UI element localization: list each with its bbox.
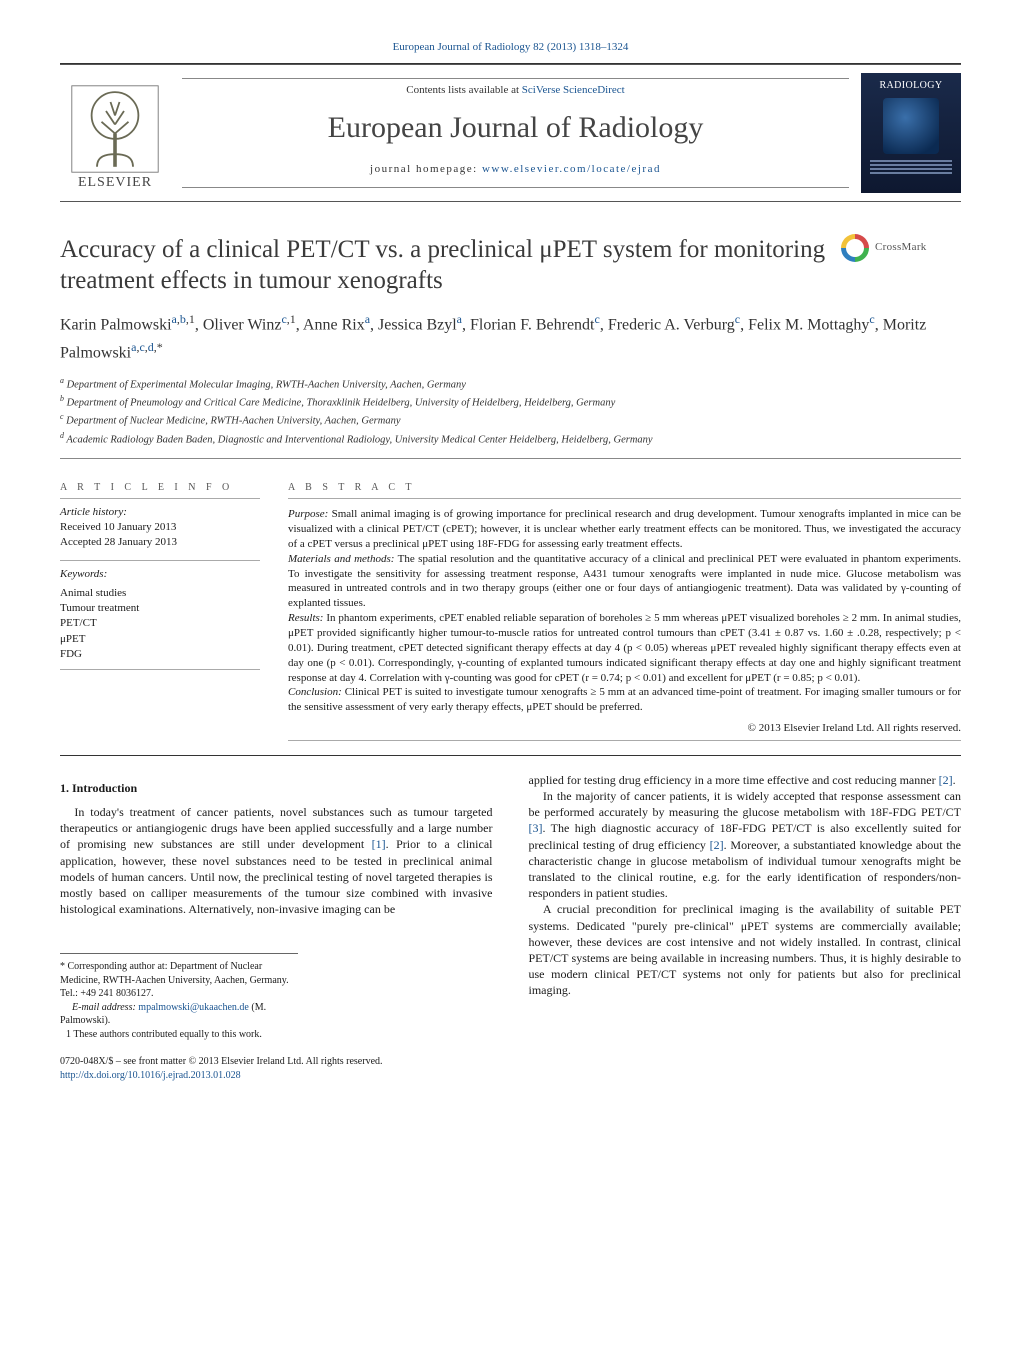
article-info-heading: A R T I C L E I N F O	[60, 475, 260, 499]
affiliation-sup-link[interactable]: a	[131, 340, 136, 354]
elsevier-logo: ELSEVIER	[60, 73, 170, 193]
rule	[60, 498, 260, 499]
affiliation-line: d Academic Radiology Baden Baden, Diagno…	[60, 430, 961, 448]
right-column: applied for testing drug efficiency in a…	[529, 772, 962, 1083]
section-heading-introduction: 1. Introduction	[60, 780, 493, 796]
conclusion-text: Clinical PET is suited to investigate tu…	[288, 686, 961, 713]
rule	[182, 78, 849, 79]
affiliation-sup-link[interactable]: c	[139, 340, 144, 354]
keywords-list: Animal studiesTumour treatmentPET/CTμPET…	[60, 586, 260, 663]
text-run: In the majority of cancer patients, it i…	[529, 789, 962, 819]
purpose-text: Small animal imaging is of growing impor…	[288, 508, 961, 550]
rule	[60, 458, 961, 459]
sciencedirect-link[interactable]: SciVerse ScienceDirect	[522, 84, 625, 96]
citation-link[interactable]: [1]	[372, 837, 386, 851]
affiliation-line: c Department of Nuclear Medicine, RWTH-A…	[60, 411, 961, 429]
affiliation-sup-link[interactable]: a	[365, 312, 370, 326]
abstract-body: Purpose: Small animal imaging is of grow…	[288, 507, 961, 715]
intro-paragraph: A crucial precondition for preclinical i…	[529, 901, 962, 998]
keywords-label: Keywords:	[60, 567, 260, 582]
header-center: Contents lists available at SciVerse Sci…	[170, 78, 861, 188]
affiliation-sup-link[interactable]: c	[594, 312, 599, 326]
affiliation-sup-link[interactable]: c	[869, 312, 874, 326]
front-matter: 0720-048X/$ – see front matter © 2013 El…	[60, 1055, 493, 1082]
affiliations: a Department of Experimental Molecular I…	[60, 375, 961, 448]
rule	[182, 187, 849, 188]
results-text: In phantom experiments, cPET enabled rel…	[288, 612, 961, 683]
homepage-link[interactable]: www.elsevier.com/locate/ejrad	[482, 163, 661, 175]
abstract-column: A B S T R A C T Purpose: Small animal im…	[288, 475, 961, 741]
journal-name: European Journal of Radiology	[182, 108, 849, 149]
history-label: Article history:	[60, 505, 260, 520]
accepted-date: Accepted 28 January 2013	[60, 535, 260, 550]
body-two-column: 1. Introduction In today's treatment of …	[60, 772, 961, 1083]
issn-line: 0720-048X/$ – see front matter © 2013 El…	[60, 1055, 493, 1069]
email-label: E-mail address:	[72, 1002, 138, 1013]
intro-paragraph: In today's treatment of cancer patients,…	[60, 804, 493, 917]
publisher-name: ELSEVIER	[78, 174, 152, 193]
homepage-label: journal homepage:	[370, 163, 482, 175]
elsevier-tree-icon	[70, 84, 160, 174]
rule	[60, 669, 260, 670]
keyword-item: PET/CT	[60, 616, 260, 631]
journal-header: ELSEVIER Contents lists available at Sci…	[60, 64, 961, 202]
left-column: 1. Introduction In today's treatment of …	[60, 772, 493, 1083]
results-label: Results:	[288, 612, 323, 624]
received-date: Received 10 January 2013	[60, 520, 260, 535]
affiliation-sup-link[interactable]: b	[180, 312, 186, 326]
rule	[288, 740, 961, 741]
abstract-heading: A B S T R A C T	[288, 475, 961, 499]
conclusion-label: Conclusion:	[288, 686, 342, 698]
affiliation-sup-link[interactable]: c	[281, 312, 286, 326]
affiliation-line: b Department of Pneumology and Critical …	[60, 393, 961, 411]
affiliation-sup-link[interactable]: d	[148, 340, 154, 354]
email-line: E-mail address: mpalmowski@ukaachen.de (…	[60, 1001, 298, 1028]
copyright-line: © 2013 Elsevier Ireland Ltd. All rights …	[288, 721, 961, 736]
keyword-item: FDG	[60, 647, 260, 662]
citation-header[interactable]: European Journal of Radiology 82 (2013) …	[60, 40, 961, 55]
citation-link[interactable]: [2]	[710, 838, 724, 852]
affiliation-sup-link[interactable]: c	[735, 312, 740, 326]
contents-prefix: Contents lists available at	[406, 84, 521, 96]
citation-link[interactable]: [2]	[939, 773, 953, 787]
journal-homepage-line: journal homepage: www.elsevier.com/locat…	[182, 162, 849, 177]
rule	[60, 560, 260, 561]
article-title: Accuracy of a clinical PET/CT vs. a prec…	[60, 234, 841, 297]
keyword-item: Tumour treatment	[60, 601, 260, 616]
rule	[60, 755, 961, 756]
mm-label: Materials and methods:	[288, 553, 394, 565]
contents-available-line: Contents lists available at SciVerse Sci…	[182, 83, 849, 98]
crossmark-badge[interactable]: CrossMark	[841, 234, 961, 262]
cover-title: RADIOLOGY	[879, 79, 942, 93]
affiliation-sup-link[interactable]: a	[457, 312, 462, 326]
corresponding-author-note: * Corresponding author at: Department of…	[60, 960, 298, 1001]
footnotes: * Corresponding author at: Department of…	[60, 953, 298, 1041]
equal-contribution-note: 1 These authors contributed equally to t…	[60, 1028, 298, 1042]
keyword-item: μPET	[60, 632, 260, 647]
affiliation-line: a Department of Experimental Molecular I…	[60, 375, 961, 393]
intro-paragraph: applied for testing drug efficiency in a…	[529, 772, 962, 788]
cover-image-icon	[883, 98, 939, 154]
intro-paragraph: In the majority of cancer patients, it i…	[529, 788, 962, 901]
cover-lines-icon	[870, 160, 952, 174]
email-link[interactable]: mpalmowski@ukaachen.de	[138, 1002, 249, 1013]
doi-link[interactable]: http://dx.doi.org/10.1016/j.ejrad.2013.0…	[60, 1070, 241, 1081]
affiliation-sup-link[interactable]: a	[172, 312, 177, 326]
text-run: .	[953, 773, 956, 787]
author-list: Karin Palmowskia,b,1, Oliver Winzc,1, An…	[60, 310, 961, 365]
rule	[288, 498, 961, 499]
text-run: applied for testing drug efficiency in a…	[529, 773, 939, 787]
crossmark-label: CrossMark	[875, 240, 927, 255]
purpose-label: Purpose:	[288, 508, 328, 520]
keyword-item: Animal studies	[60, 586, 260, 601]
crossmark-icon	[841, 234, 869, 262]
journal-cover-thumbnail: RADIOLOGY	[861, 73, 961, 193]
citation-link[interactable]: [3]	[529, 821, 543, 835]
article-info-column: A R T I C L E I N F O Article history: R…	[60, 475, 260, 741]
